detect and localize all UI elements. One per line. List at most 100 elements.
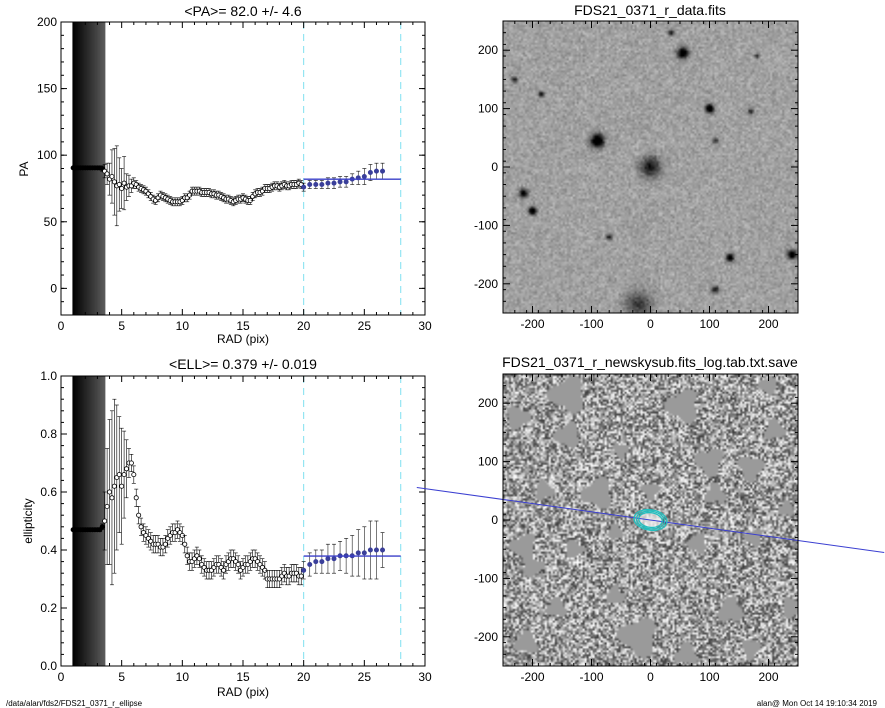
ellipticity-y-axis-label: ellipticity: [21, 498, 35, 543]
pa-xtick-label: 30: [418, 319, 432, 333]
ellipticity-xtick-label: 30: [418, 670, 432, 684]
ellipticity-point: [331, 556, 337, 562]
ellipticity-xtick-label: 5: [118, 670, 125, 684]
ellipticity-point: [367, 547, 373, 553]
pa-point: [361, 173, 367, 179]
pa-point: [343, 179, 349, 185]
pa-ytick-label: 100: [37, 148, 57, 162]
pa-ytick-label: 200: [37, 15, 57, 29]
ellipticity-ytick-label: 0.2: [40, 601, 57, 615]
data-image: [503, 21, 798, 313]
pa-point: [104, 171, 110, 177]
ellipticity-axis-ticks: 0 5 10 15 20 25 30 0.0 0.2 0.4 0.6 0.8 1.0: [40, 369, 432, 684]
ellipticity-point: [325, 556, 331, 562]
pa-point: [109, 173, 115, 179]
data-image-axis-ticks: -200 -100 0 100 200 -200 -100 0 100 200: [474, 20, 799, 331]
ellipticity-point: [109, 495, 115, 501]
ellipticity-point: [301, 567, 307, 573]
pa-point: [331, 180, 337, 186]
ellipticity-point: [124, 466, 130, 472]
skysub-image-ytick-label: -100: [474, 571, 498, 585]
ellipticity-point: [373, 547, 379, 553]
ellipticity-point: [298, 573, 304, 579]
ellipticity-point: [221, 567, 227, 573]
pa-point: [373, 168, 379, 174]
data-image-xtick-label: 200: [758, 317, 778, 331]
major-axis-line: [416, 486, 885, 554]
skysub-image-axis-ticks: -200 -100 0 100 200 -200 -100 0 100 200: [474, 373, 799, 684]
ellipticity-point: [128, 460, 134, 466]
skysub-image-ytick-label: 100: [478, 455, 498, 469]
skysub-image-ytick-label: 0: [491, 513, 498, 527]
pa-y-axis-label: PA: [17, 161, 31, 176]
ellipticity-point: [107, 489, 113, 495]
ellipticity-point: [184, 553, 190, 559]
pa-point: [119, 185, 125, 191]
pa-point: [337, 179, 343, 185]
ellipticity-point: [138, 524, 144, 530]
data-image-xtick-label: 100: [699, 317, 719, 331]
ellipticity-plot-area: [70, 376, 402, 666]
data-image-ytick-label: -200: [474, 277, 498, 291]
ellipticity-point: [111, 483, 117, 489]
pa-point: [301, 184, 307, 190]
pa-point: [313, 181, 319, 187]
ellipticity-point: [102, 518, 108, 524]
skysub-image-xtick-label: -200: [520, 670, 544, 684]
pa-xtick-label: 5: [118, 319, 125, 333]
data-image-ytick-label: 100: [478, 102, 498, 116]
pa-ytick-label: 0: [50, 281, 57, 295]
ellipticity-point: [162, 541, 168, 547]
skysub-image-title: FDS21_0371_r_newskysub.fits_log.tab.txt.…: [502, 354, 798, 370]
data-image-panel: -200 -100 0 100 200 -200 -100 0 100 200 FDS21_037…: [474, 2, 799, 331]
ellipticity-ytick-label: 0.6: [40, 485, 57, 499]
pa-plot-area: [70, 22, 402, 315]
pa-point: [380, 168, 386, 174]
skysub-image-xtick-label: -100: [579, 670, 603, 684]
skysub-image-xtick-label: 100: [699, 670, 719, 684]
skysub-image-xtick-label: 0: [647, 670, 654, 684]
pa-point: [367, 169, 373, 175]
ellipticity-xtick-label: 10: [176, 670, 190, 684]
ellipticity-profile-panel: 0 5 10 15 20 25 30 0.0 0.2 0.4 0.6 0.8 1.0 <ELL>= 0.…: [21, 356, 432, 699]
ellipticity-ytick-label: 1.0: [40, 369, 57, 383]
pa-point: [325, 180, 331, 186]
pa-chart-title: <PA>= 82.0 +/- 4.6: [184, 3, 301, 19]
pa-x-axis-label: RAD (pix): [217, 332, 269, 346]
data-image-ytick-label: -100: [474, 218, 498, 232]
skysub-overlay: [416, 486, 885, 554]
ellipticity-point: [104, 503, 110, 509]
ellipticity-chart-title: <ELL>= 0.379 +/- 0.019: [169, 356, 317, 372]
data-image-xtick-label: -200: [520, 317, 544, 331]
pa-xtick-label: 0: [58, 319, 65, 333]
skysub-image-ytick-label: -200: [474, 630, 498, 644]
ellipticity-point: [116, 472, 122, 478]
ellipticity-point: [380, 547, 386, 553]
pa-xtick-label: 25: [358, 319, 372, 333]
pa-xtick-label: 10: [176, 319, 190, 333]
footer-path: /data/alan/fds2/FDS21_0371_r_ellipse: [6, 699, 143, 708]
ellipticity-ytick-label: 0.0: [40, 659, 57, 673]
pa-point: [111, 179, 117, 185]
ellipticity-point: [313, 559, 319, 565]
ellipticity-point: [99, 524, 105, 530]
ellipticity-point: [133, 495, 139, 501]
pa-axis-ticks: 0 5 10 15 20 25 30 0 50 100 150 200: [37, 15, 432, 333]
ellipticity-point: [131, 472, 137, 478]
pa-point: [307, 181, 313, 187]
pa-xtick-label: 20: [297, 319, 311, 333]
ellipticity-point: [319, 559, 325, 565]
isophote-ellipse: [635, 510, 666, 530]
ellipticity-point: [361, 550, 367, 556]
ellipticity-xtick-label: 25: [358, 670, 372, 684]
pa-profile-panel: 0 5 10 15 20 25 30 0 50 100 150 200 <PA>= 82.0 +/- …: [17, 3, 432, 346]
data-image-title: FDS21_0371_r_data.fits: [574, 2, 726, 18]
ellipticity-point: [196, 556, 202, 562]
isophote-ellipse: [633, 508, 668, 532]
skysub-image-panel: -200 -100 0 100 200 -200 -100 0 100 200 FDS21_037…: [416, 354, 885, 684]
data-image-ytick-label: 200: [478, 43, 498, 57]
ellipticity-point: [235, 562, 241, 568]
data-image-xtick-label: 0: [647, 317, 654, 331]
footer-timestamp: alan@ Mon Oct 14 19:10:34 2019: [757, 699, 878, 708]
